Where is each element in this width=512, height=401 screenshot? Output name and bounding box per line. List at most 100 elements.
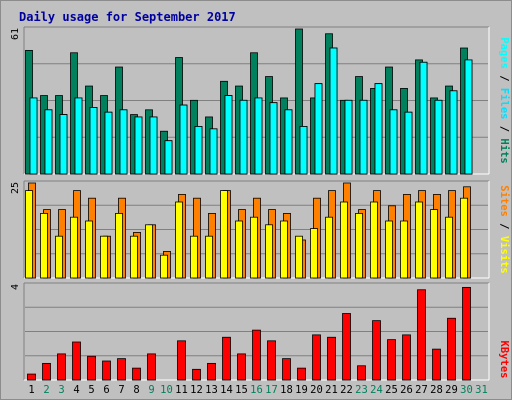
bar-kbytes-19 <box>297 367 306 381</box>
x-tick-label-12: 12 <box>190 384 203 396</box>
bar-pages-1 <box>29 97 38 175</box>
y-max-label: 4 <box>10 284 21 290</box>
bar-kbytes-8 <box>132 367 141 381</box>
chart-title: Daily usage for September 2017 <box>19 10 236 24</box>
bar-pages-17 <box>269 102 278 175</box>
bar-visits-10 <box>160 254 168 279</box>
bar-kbytes-7 <box>117 358 126 381</box>
x-tick-label-4: 4 <box>73 384 79 396</box>
bar-pages-8 <box>134 116 143 175</box>
bar-visits-25 <box>385 220 393 279</box>
bar-kbytes-16 <box>252 329 261 381</box>
bar-pages-19 <box>299 126 308 175</box>
x-tick-label-11: 11 <box>175 384 188 396</box>
bar-visits-17 <box>265 224 273 279</box>
bar-kbytes-18 <box>282 358 291 381</box>
legend-separator: / <box>498 69 510 88</box>
legend-files: Files <box>498 88 510 120</box>
legend-kbytes: KBytes <box>498 341 510 379</box>
bar-kbytes-3 <box>57 353 66 381</box>
bar-kbytes-11 <box>177 340 186 381</box>
x-tick-label-29: 29 <box>445 384 458 396</box>
bar-visits-1 <box>25 190 33 279</box>
legend-separator: / <box>498 119 510 138</box>
bar-visits-29 <box>445 216 453 279</box>
bar-visits-26 <box>400 220 408 279</box>
x-tick-label-25: 25 <box>385 384 398 396</box>
x-tick-label-10: 10 <box>160 384 173 396</box>
bar-visits-12 <box>190 235 198 279</box>
bar-visits-20 <box>310 228 318 279</box>
x-tick-label-6: 6 <box>103 384 109 396</box>
bar-visits-4 <box>70 216 78 279</box>
bar-kbytes-27 <box>417 289 426 381</box>
bar-pages-2 <box>44 109 53 175</box>
x-tick-label-16: 16 <box>250 384 263 396</box>
bar-pages-3 <box>59 114 68 175</box>
bar-kbytes-25 <box>387 339 396 381</box>
bar-visits-13 <box>205 235 213 279</box>
bar-kbytes-13 <box>207 362 216 381</box>
bar-pages-4 <box>74 97 83 175</box>
bar-pages-27 <box>419 61 428 175</box>
bar-pages-12 <box>194 126 203 175</box>
bar-visits-14 <box>220 190 228 279</box>
bar-pages-21 <box>329 47 338 175</box>
bar-pages-11 <box>179 104 188 175</box>
panel-3: 4 KBytes <box>10 282 510 381</box>
bar-pages-25 <box>389 109 398 175</box>
x-tick-label-26: 26 <box>400 384 413 396</box>
bar-pages-15 <box>239 99 248 175</box>
bar-kbytes-9 <box>147 353 156 381</box>
bar-kbytes-14 <box>222 336 231 381</box>
bar-pages-13 <box>209 128 218 175</box>
bar-visits-3 <box>55 235 63 279</box>
bar-visits-30 <box>460 197 468 279</box>
bar-pages-10 <box>164 140 173 175</box>
bar-pages-6 <box>104 111 113 175</box>
y-max-label: 61 <box>10 28 21 40</box>
bar-pages-22 <box>344 99 353 175</box>
bar-pages-28 <box>434 99 443 175</box>
bar-kbytes-30 <box>462 286 471 381</box>
x-tick-label-8: 8 <box>133 384 139 396</box>
bar-visits-11 <box>175 201 183 279</box>
bar-pages-26 <box>404 111 413 175</box>
bar-pages-14 <box>224 95 233 175</box>
bar-visits-5 <box>85 220 93 279</box>
x-tick-label-30: 30 <box>460 384 473 396</box>
bar-kbytes-2 <box>42 362 51 381</box>
bar-pages-30 <box>464 59 473 175</box>
right-legend: Pages / Files / Hits <box>498 37 510 163</box>
bar-visits-22 <box>340 201 348 279</box>
bar-pages-7 <box>119 109 128 175</box>
bar-kbytes-5 <box>87 355 96 381</box>
bar-visits-7 <box>115 212 123 279</box>
bar-pages-29 <box>449 90 458 175</box>
bar-visits-28 <box>430 209 438 279</box>
bar-kbytes-1 <box>27 373 36 381</box>
legend-pages: Pages <box>498 37 510 69</box>
bar-visits-16 <box>250 216 258 279</box>
y-max-label: 25 <box>10 182 21 194</box>
legend-hits: Hits <box>498 138 510 163</box>
x-tick-label-9: 9 <box>148 384 154 396</box>
x-tick-label-2: 2 <box>43 384 49 396</box>
bar-visits-15 <box>235 220 243 279</box>
bar-visits-19 <box>295 235 303 279</box>
x-tick-label-22: 22 <box>340 384 353 396</box>
x-tick-label-5: 5 <box>88 384 94 396</box>
bar-kbytes-15 <box>237 353 246 381</box>
bar-kbytes-28 <box>432 348 441 381</box>
x-tick-label-14: 14 <box>220 384 233 396</box>
x-tick-label-13: 13 <box>205 384 218 396</box>
bar-visits-9 <box>145 224 153 279</box>
x-tick-label-20: 20 <box>310 384 323 396</box>
bar-pages-5 <box>89 107 98 175</box>
bar-visits-24 <box>370 201 378 279</box>
bar-kbytes-23 <box>357 365 366 381</box>
bar-visits-8 <box>130 235 138 279</box>
legend-sites: Sites <box>498 185 510 217</box>
x-tick-label-7: 7 <box>118 384 124 396</box>
